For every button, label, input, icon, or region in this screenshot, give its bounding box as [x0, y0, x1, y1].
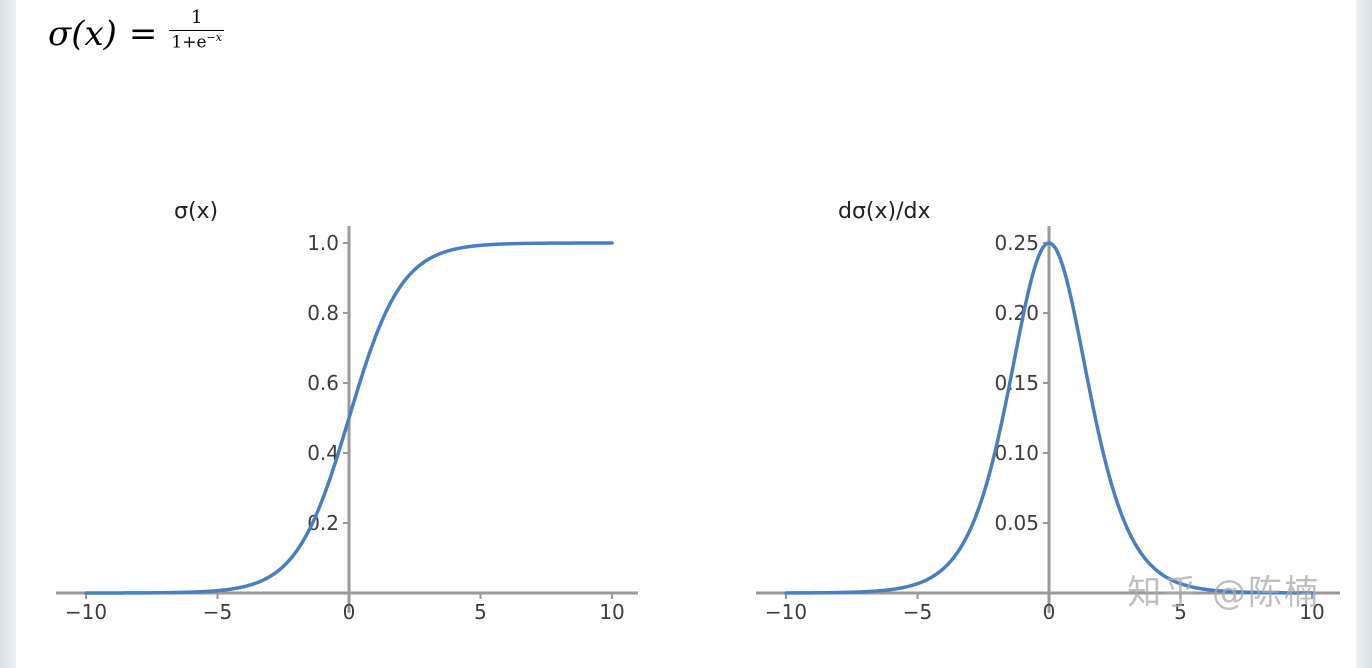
chart1-title: σ(x) — [174, 199, 218, 224]
right-margin — [1356, 0, 1372, 668]
chart2-y-tick-label: 0.05 — [994, 511, 1039, 535]
chart1-y-tick-label: 0.8 — [307, 301, 339, 325]
charts-svg: −10 −5 0 5 100.20.40.60.81.0σ(x)−10 −5 0 5 100.0… — [56, 199, 1340, 624]
chart2-x-tick-label: 0 — [1043, 600, 1056, 624]
chart1-series-line — [84, 241, 614, 595]
chart1-x-tick-label: 0 — [343, 600, 356, 624]
chart1-x-tick-label: 10 — [599, 600, 624, 624]
formula-equals: = — [128, 14, 158, 54]
figure-canvas: σ(x) = 1 1+e−x −10 −5 0 5 10 0.2 0.4 0.6 0.8 1.0 σ… — [16, 0, 1356, 668]
chart2-x-tick-label: 5 — [1174, 600, 1187, 624]
chart2-y-tick-label: 0.10 — [994, 441, 1039, 465]
chart2-x-tick-label: −5 — [903, 600, 932, 624]
chart1-y-tick-label: 1.0 — [307, 231, 339, 255]
chart2-x-tick-label: 10 — [1299, 600, 1324, 624]
chart2-y-tick-label: 0.20 — [994, 301, 1039, 325]
chart2-title: dσ(x)/dx — [838, 199, 931, 224]
chart1-y-tick-label: 0.6 — [307, 371, 339, 395]
chart2-x-tick-label: −10 — [765, 600, 807, 624]
chart1-x-tick-label: −10 — [65, 600, 107, 624]
chart1-x-tick-label: 5 — [474, 600, 487, 624]
formula-denominator: 1+e−x — [169, 32, 224, 53]
left-margin — [0, 0, 16, 668]
sigmoid-formula: σ(x) = 1 1+e−x — [48, 8, 224, 54]
formula-denominator-base: 1+e — [171, 32, 207, 53]
chart2-y-tick-label: 0.15 — [994, 371, 1039, 395]
chart2-series-line — [784, 241, 1314, 595]
formula-denominator-exp: −x — [206, 31, 222, 45]
chart1-x-tick-label: −5 — [203, 600, 232, 624]
watermark: 知乎 @陈楠 — [1127, 573, 1320, 613]
formula-numerator: 1 — [190, 7, 203, 29]
chart2-y-tick-label: 0.25 — [994, 231, 1039, 255]
chart1-y-tick-label: 0.4 — [307, 441, 339, 465]
fraction-bar — [169, 30, 224, 32]
formula-fraction: 1 1+e−x — [169, 7, 224, 53]
formula-lhs: σ(x) — [48, 14, 117, 54]
